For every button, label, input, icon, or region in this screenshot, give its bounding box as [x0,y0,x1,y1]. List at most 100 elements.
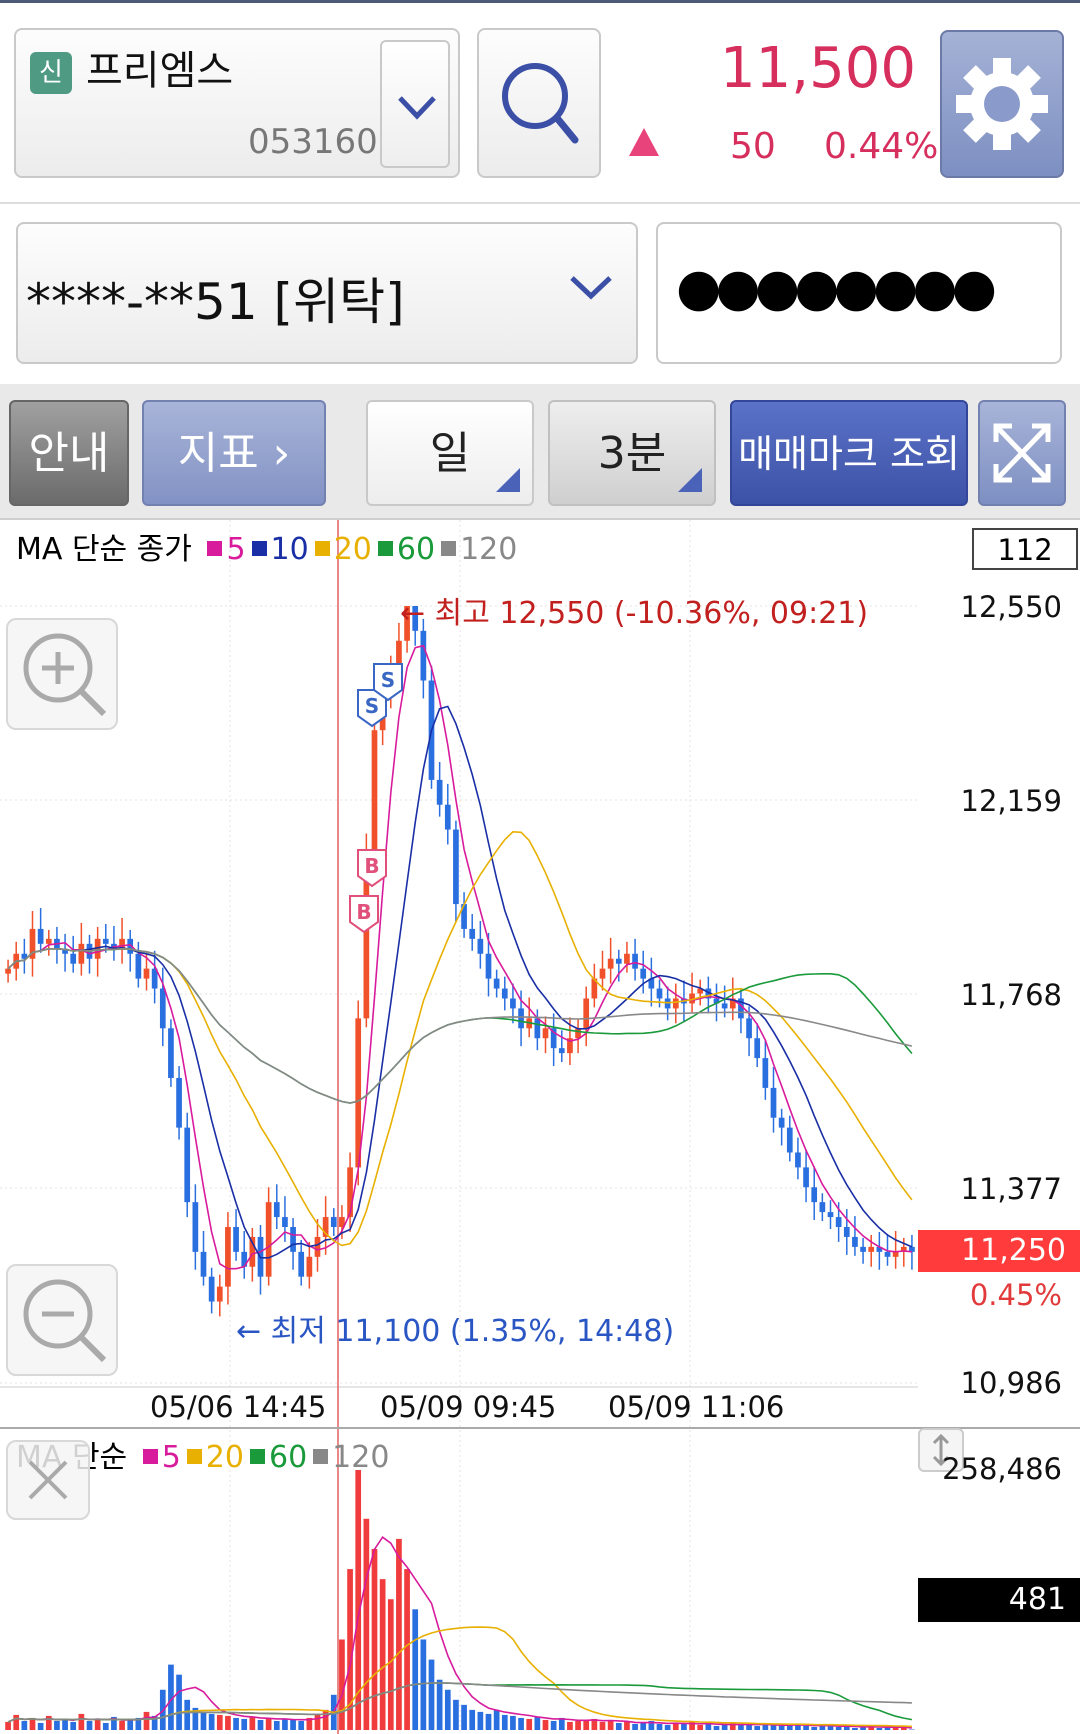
candle-body [45,938,52,944]
high-annotation: ← 최고 12,550 (-10.36%, 09:21) [400,596,869,631]
legend-label: 120 [332,1440,390,1475]
volume-bar [672,1722,679,1730]
legend-swatch [377,541,393,556]
volume-bar [835,1726,842,1730]
volume-bar [876,1727,883,1730]
volume-bar [176,1674,182,1730]
trade-mark-button[interactable]: 매매마크 조회 [730,400,968,506]
time-axis-label: 05/09 11:06 [608,1390,785,1424]
close-indicator-button[interactable] [6,1440,90,1520]
candle-body [363,854,370,1019]
time-axis-label: 05/09 09:45 [380,1390,557,1424]
legend-swatch [207,541,223,556]
candle-body [876,1246,883,1252]
divider [0,518,1080,520]
candle-body [892,1251,899,1257]
candle-body [624,953,630,964]
current-price-pct: 0.45% [969,1278,1062,1312]
volume-bar [420,1639,427,1730]
marker-label: S [365,694,379,718]
volume-bar [306,1717,313,1730]
candle-body [21,953,28,959]
stock-dropdown-button[interactable] [380,40,450,168]
search-button[interactable] [477,28,601,178]
volume-max-label: 258,486 [942,1452,1062,1486]
sell-marker: S [373,663,403,702]
volume-bar [241,1718,248,1730]
volume-bar [265,1717,272,1730]
candle-body [233,1227,239,1252]
stock-name: 프리엠스 [86,48,234,94]
marker-label: B [356,900,371,924]
volume-bar [322,1709,329,1730]
volume-bar [339,1639,345,1730]
account-selector[interactable] [16,222,638,364]
y-axis-label: 12,159 [960,784,1062,818]
candle-body [518,1008,524,1029]
candle-body [70,953,77,964]
volume-bar [111,1716,117,1730]
candle-body [339,1217,345,1228]
volume-bar [900,1726,907,1730]
candle-body [884,1251,891,1257]
candle-body [298,1251,305,1277]
candle-body [835,1217,842,1228]
candle-body [37,928,44,944]
candle-count-box[interactable]: 112 [972,528,1078,570]
volume-bar [607,1720,614,1730]
candle-body [803,1167,809,1188]
candle-body [396,640,402,671]
candle-body [282,1217,288,1228]
volume-bar [746,1724,752,1730]
candle-body [672,998,679,1009]
candle-body [200,1251,207,1277]
candle-body [208,1276,215,1302]
candle-body [444,804,451,830]
volume-bar [453,1699,459,1730]
candle-body [461,904,467,929]
zoom-in-button[interactable] [6,618,118,730]
info-button[interactable]: 안내 [9,400,129,506]
price-volume-chart[interactable]: SS BB [0,520,1080,1734]
volume-bar [518,1717,524,1730]
volume-bar [168,1664,174,1730]
legend-label: 120 [460,532,518,567]
volume-bar [852,1727,858,1730]
password-field[interactable] [656,222,1062,364]
dropdown-corner-icon [678,468,702,492]
legend-label: 60 [268,1440,308,1475]
period-select[interactable]: 일 [366,400,534,506]
candle-body [591,978,598,999]
volume-bar [501,1714,508,1730]
legend-label: 5 [226,532,246,567]
candle-body [127,938,134,954]
volume-bar [387,1599,394,1730]
volume-bar [404,1569,410,1730]
fullscreen-button[interactable] [978,400,1066,506]
candle-body [62,948,68,954]
zoom-out-button[interactable] [6,1264,118,1376]
expand-icon [993,423,1051,483]
volume-bar [632,1723,638,1730]
volume-bar [13,1714,20,1730]
candle-body [632,953,638,969]
up-triangle-icon [629,128,659,156]
legend-swatch [249,1449,265,1464]
candle-body [567,1038,573,1054]
marker-shape [349,895,379,934]
volume-bar [216,1714,223,1730]
volume-bar [615,1722,622,1730]
volume-bar [249,1716,256,1730]
candle-body [469,928,476,939]
indicator-button[interactable]: 지표 › [142,400,326,506]
low-annotation: ← 최저 11,100 (1.35%, 14:48) [236,1314,675,1349]
time-axis-label: 05/06 14:45 [150,1390,327,1424]
interval-select[interactable]: 3분 [548,400,716,506]
candle-body [347,1167,353,1218]
volume-bar [689,1721,695,1730]
search-icon [502,63,579,144]
chevron-down-icon [398,96,436,120]
settings-button[interactable] [940,30,1064,178]
resize-handle[interactable] [918,1428,964,1472]
candle-body [102,938,109,944]
